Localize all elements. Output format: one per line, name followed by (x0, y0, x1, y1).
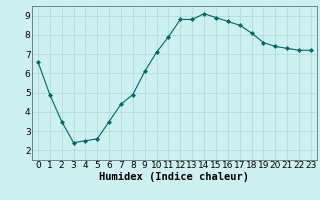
X-axis label: Humidex (Indice chaleur): Humidex (Indice chaleur) (100, 172, 249, 182)
